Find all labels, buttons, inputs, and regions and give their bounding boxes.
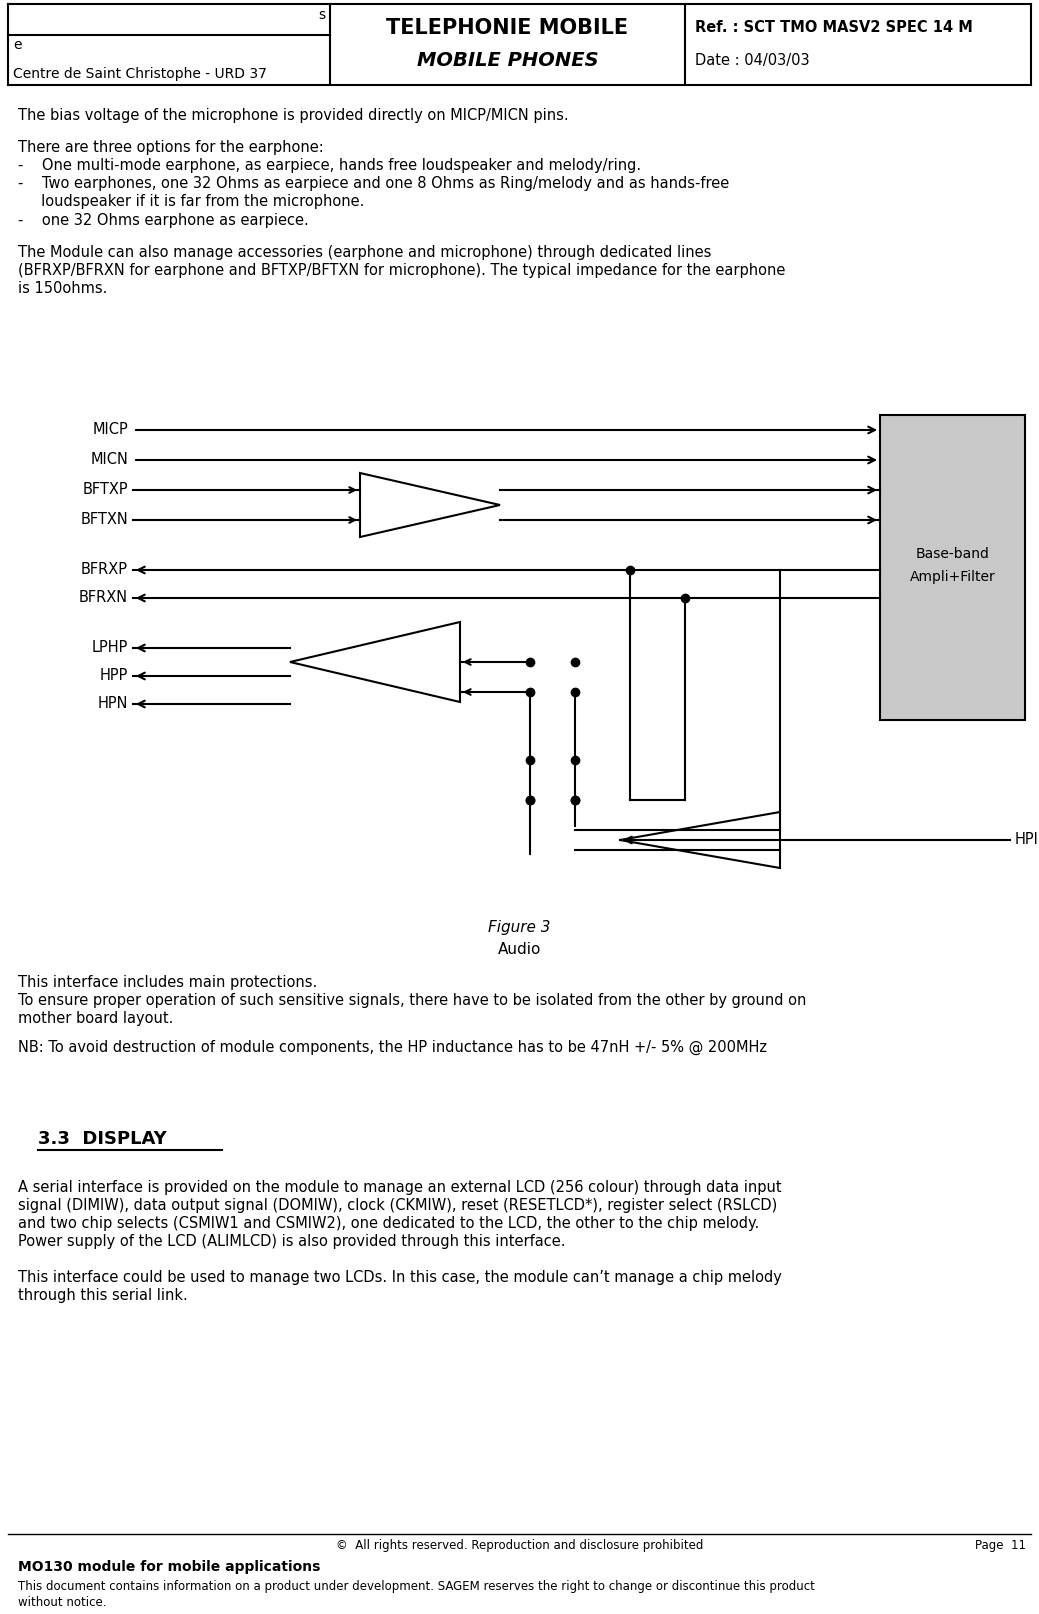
Text: without notice.: without notice.: [18, 1596, 107, 1609]
Text: HPN: HPN: [98, 697, 128, 712]
Text: BFTXN: BFTXN: [80, 513, 128, 528]
Text: BFTXP: BFTXP: [82, 483, 128, 497]
Text: ©  All rights reserved. Reproduction and disclosure prohibited: © All rights reserved. Reproduction and …: [336, 1540, 703, 1553]
Text: Ampli+Filter: Ampli+Filter: [909, 570, 995, 584]
Text: MOBILE PHONES: MOBILE PHONES: [417, 50, 598, 69]
Text: e: e: [14, 39, 22, 52]
Text: HPP: HPP: [100, 668, 128, 683]
Text: Power supply of the LCD (ALIMLCD) is also provided through this interface.: Power supply of the LCD (ALIMLCD) is als…: [18, 1235, 565, 1249]
Text: Page  11: Page 11: [975, 1540, 1025, 1553]
Text: and two chip selects (CSMIW1 and CSMIW2), one dedicated to the LCD, the other to: and two chip selects (CSMIW1 and CSMIW2)…: [18, 1215, 760, 1231]
Text: This interface includes main protections.: This interface includes main protections…: [18, 975, 317, 989]
Text: MO130 module for mobile applications: MO130 module for mobile applications: [18, 1561, 320, 1574]
Text: HPIN: HPIN: [1015, 833, 1039, 847]
Text: The Module can also manage accessories (earphone and microphone) through dedicat: The Module can also manage accessories (…: [18, 245, 712, 260]
Text: Base-band: Base-band: [915, 547, 989, 560]
Text: (BFRXP/BFRXN for earphone and BFTXP/BFTXN for microphone). The typical impedance: (BFRXP/BFRXN for earphone and BFTXP/BFTX…: [18, 263, 785, 278]
Text: 3.3  DISPLAY: 3.3 DISPLAY: [38, 1130, 166, 1148]
Text: Date : 04/03/03: Date : 04/03/03: [695, 53, 809, 68]
Bar: [880, 415, 1025, 720]
Text: A serial interface is provided on the module to manage an external LCD (256 colo: A serial interface is provided on the mo…: [18, 1180, 781, 1194]
Text: This interface could be used to manage two LCDs. In this case, the module can’t : This interface could be used to manage t…: [18, 1270, 782, 1285]
Text: -    One multi-mode earphone, as earpiece, hands free loudspeaker and melody/rin: - One multi-mode earphone, as earpiece, …: [18, 158, 641, 173]
Text: s: s: [318, 8, 325, 23]
Text: NB: To avoid destruction of module components, the HP inductance has to be 47nH : NB: To avoid destruction of module compo…: [18, 1039, 767, 1056]
Text: Figure 3: Figure 3: [488, 920, 551, 935]
Text: MICP: MICP: [92, 423, 128, 437]
Text: mother board layout.: mother board layout.: [18, 1010, 174, 1027]
Text: TELEPHONIE MOBILE: TELEPHONIE MOBILE: [387, 18, 629, 39]
Text: through this serial link.: through this serial link.: [18, 1288, 188, 1302]
Text: loudspeaker if it is far from the microphone.: loudspeaker if it is far from the microp…: [18, 194, 365, 208]
Text: LPHP: LPHP: [91, 641, 128, 655]
Text: BFRXN: BFRXN: [79, 591, 128, 605]
Text: This document contains information on a product under development. SAGEM reserve: This document contains information on a …: [18, 1580, 815, 1593]
Text: BFRXP: BFRXP: [81, 563, 128, 578]
Text: Centre de Saint Christophe - URD 37: Centre de Saint Christophe - URD 37: [14, 68, 267, 81]
Text: The bias voltage of the microphone is provided directly on MICP/MICN pins.: The bias voltage of the microphone is pr…: [18, 108, 568, 123]
Text: MICN: MICN: [90, 452, 128, 468]
Text: There are three options for the earphone:: There are three options for the earphone…: [18, 140, 324, 155]
Text: -    Two earphones, one 32 Ohms as earpiece and one 8 Ohms as Ring/melody and as: - Two earphones, one 32 Ohms as earpiece…: [18, 176, 729, 190]
Text: Ref. : SCT TMO MASV2 SPEC 14 M: Ref. : SCT TMO MASV2 SPEC 14 M: [695, 21, 973, 36]
Text: is 150ohms.: is 150ohms.: [18, 281, 107, 295]
Text: signal (DIMIW), data output signal (DOMIW), clock (CKMIW), reset (RESETLCD*), re: signal (DIMIW), data output signal (DOMI…: [18, 1198, 777, 1214]
Text: Audio: Audio: [498, 943, 541, 957]
Text: -    one 32 Ohms earphone as earpiece.: - one 32 Ohms earphone as earpiece.: [18, 213, 309, 228]
Text: To ensure proper operation of such sensitive signals, there have to be isolated : To ensure proper operation of such sensi…: [18, 993, 806, 1009]
